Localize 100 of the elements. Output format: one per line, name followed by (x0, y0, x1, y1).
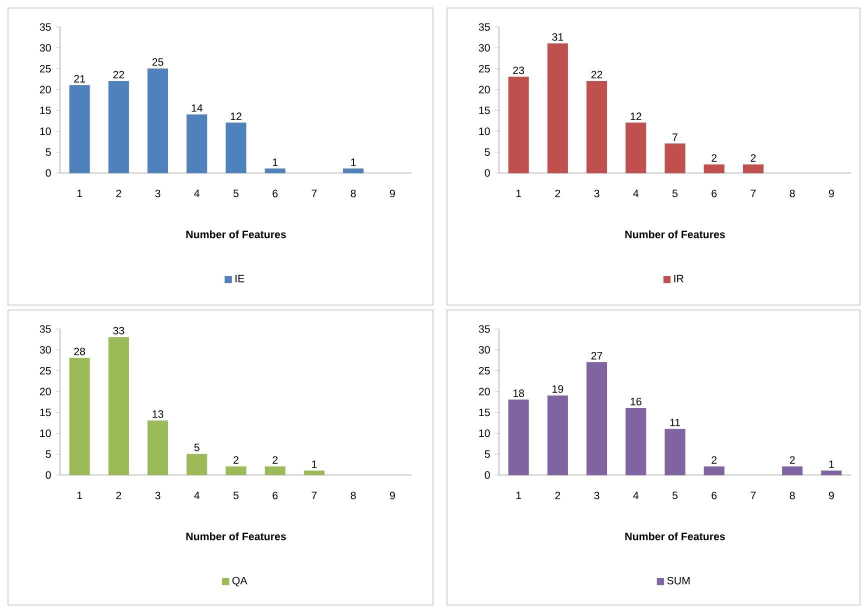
data-label: 13 (152, 410, 164, 418)
x-tick-label: 8 (350, 492, 356, 500)
y-tick-label: 30 (40, 44, 51, 52)
bar (148, 68, 168, 174)
bar (304, 470, 324, 476)
bar (108, 337, 129, 476)
data-label: 1 (272, 158, 278, 166)
y-tick-label: 30 (478, 346, 490, 354)
data-label: 7 (672, 134, 678, 141)
bar (226, 122, 246, 174)
data-label: 22 (591, 70, 602, 78)
x-tick-label: 2 (555, 190, 560, 198)
x-axis-title: Number of Features (186, 532, 286, 540)
y-tick-label: 20 (478, 86, 490, 94)
x-tick-label: 6 (712, 190, 717, 198)
y-tick-label: 30 (478, 44, 490, 52)
x-tick-label: 3 (155, 492, 160, 500)
x-tick-label: 3 (594, 190, 600, 198)
x-tick-label: 6 (272, 492, 278, 500)
x-tick-label: 9 (390, 190, 395, 198)
bar (742, 164, 764, 174)
y-tick-label: 20 (40, 86, 51, 94)
legend-label: IR (674, 274, 684, 282)
y-tick-label: 0 (46, 169, 51, 177)
data-label: 1 (312, 460, 317, 468)
x-tick-label: 4 (633, 492, 639, 500)
bar (704, 164, 724, 174)
bar (626, 122, 646, 174)
x-tick-label: 3 (155, 190, 160, 198)
bar (704, 466, 724, 476)
y-tick-label: 30 (40, 346, 51, 354)
x-tick-label: 1 (516, 492, 522, 500)
x-axis-title: Number of Features (625, 230, 725, 238)
y-tick-label: 25 (478, 366, 490, 374)
bar (547, 43, 568, 174)
x-tick-label: 4 (633, 190, 639, 198)
bar (508, 76, 529, 174)
data-label: 1 (829, 460, 834, 468)
y-tick-label: 5 (484, 148, 490, 156)
x-tick-label: 1 (77, 190, 82, 198)
y-tick-label: 25 (478, 64, 490, 72)
bar (664, 428, 686, 476)
data-label: 12 (630, 112, 642, 120)
x-tick-label: 5 (233, 190, 239, 198)
data-label: 16 (630, 398, 642, 406)
x-tick-label: 9 (828, 190, 834, 198)
x-tick-label: 8 (790, 190, 795, 198)
data-label: 19 (552, 385, 564, 393)
data-label: 2 (790, 456, 795, 464)
data-label: 31 (552, 33, 564, 41)
data-label: 23 (513, 66, 524, 74)
x-tick-label: 5 (672, 492, 678, 500)
bar (508, 400, 529, 476)
y-tick-label: 0 (484, 471, 490, 479)
legend-label: IE (236, 274, 244, 282)
bar (343, 168, 364, 174)
bar (664, 144, 686, 174)
bar (264, 466, 286, 476)
bar (782, 466, 803, 476)
x-tick-label: 2 (116, 190, 122, 198)
x-tick-label: 6 (272, 190, 278, 198)
bar (821, 470, 842, 476)
x-tick-label: 7 (312, 492, 317, 500)
x-tick-label: 1 (516, 190, 522, 198)
bar (186, 454, 208, 476)
bar (148, 420, 168, 476)
x-tick-label: 3 (594, 492, 600, 500)
data-label: 14 (192, 104, 203, 112)
x-axis-title: Number of Features (186, 230, 286, 238)
y-tick-label: 5 (46, 148, 51, 156)
bar (226, 466, 246, 476)
y-tick-label: 15 (479, 106, 490, 114)
x-tick-label: 8 (350, 190, 356, 198)
y-tick-label: 35 (478, 325, 490, 333)
x-tick-label: 7 (750, 492, 756, 500)
x-tick-label: 5 (672, 190, 678, 198)
y-tick-label: 25 (40, 64, 51, 72)
bar (69, 358, 90, 476)
y-tick-label: 0 (46, 471, 51, 479)
x-tick-label: 7 (750, 190, 756, 198)
data-label: 25 (152, 58, 164, 66)
bar (264, 168, 286, 174)
y-tick-label: 35 (40, 23, 51, 31)
bar (108, 80, 129, 174)
x-tick-label: 2 (116, 492, 122, 500)
y-tick-label: 15 (40, 408, 51, 416)
data-label: 11 (670, 418, 680, 426)
y-tick-label: 35 (478, 23, 490, 31)
x-tick-label: 5 (233, 492, 239, 500)
data-label: 21 (74, 75, 85, 82)
y-tick-label: 5 (484, 450, 490, 458)
x-tick-label: 1 (77, 492, 82, 500)
bar (586, 80, 608, 174)
data-label: 5 (194, 444, 200, 452)
y-tick-label: 20 (40, 388, 51, 396)
y-tick-label: 10 (479, 430, 490, 438)
data-label: 12 (230, 112, 242, 120)
y-tick-label: 25 (40, 366, 51, 374)
data-label: 33 (113, 326, 124, 334)
data-label: 18 (513, 389, 524, 397)
